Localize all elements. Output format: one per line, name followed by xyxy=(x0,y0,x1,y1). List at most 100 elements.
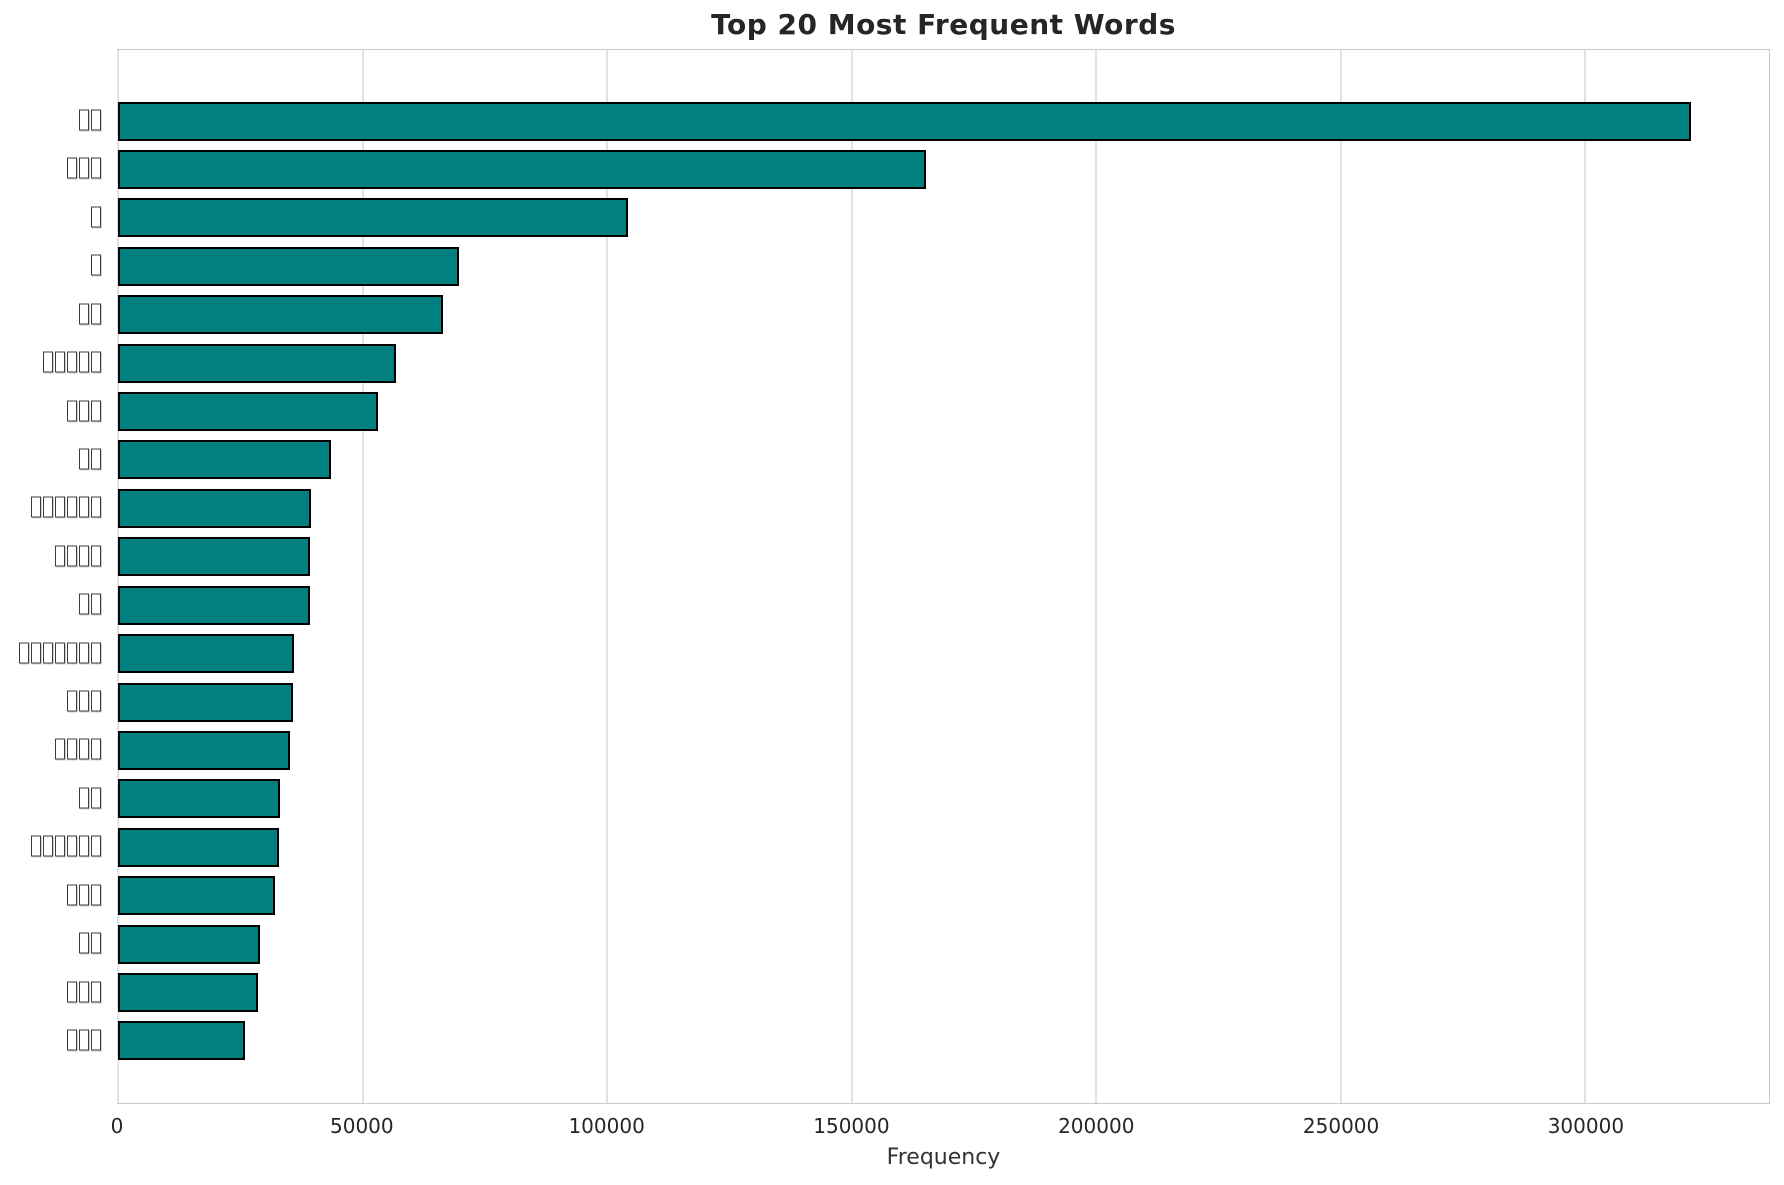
y-tick-label xyxy=(90,254,101,276)
missing-glyph-box-icon xyxy=(30,835,41,857)
gridline xyxy=(606,50,609,1103)
missing-glyph-box-icon xyxy=(90,981,101,1003)
missing-glyph-box-icon xyxy=(90,109,101,131)
missing-glyph-box-icon xyxy=(66,400,77,422)
missing-glyph-box-icon xyxy=(90,787,101,809)
gridline xyxy=(361,50,364,1103)
missing-glyph-box-icon xyxy=(78,157,89,179)
missing-glyph-box-icon xyxy=(90,1029,101,1051)
missing-glyph-box-icon xyxy=(66,738,77,760)
missing-glyph-box-icon xyxy=(90,448,101,470)
y-tick-label xyxy=(90,206,101,228)
missing-glyph-box-icon xyxy=(54,351,65,373)
bar xyxy=(118,779,280,819)
missing-glyph-box-icon xyxy=(90,400,101,422)
missing-glyph-box-icon xyxy=(66,981,77,1003)
missing-glyph-box-icon xyxy=(54,496,65,518)
missing-glyph-box-icon xyxy=(90,690,101,712)
bar xyxy=(118,730,290,770)
missing-glyph-box-icon xyxy=(90,157,101,179)
y-tick-label xyxy=(30,835,101,857)
missing-glyph-box-icon xyxy=(90,496,101,518)
y-tick-label xyxy=(78,448,101,470)
missing-glyph-box-icon xyxy=(66,1029,77,1051)
bar xyxy=(118,246,460,286)
missing-glyph-box-icon xyxy=(78,448,89,470)
missing-glyph-box-icon xyxy=(78,109,89,131)
missing-glyph-box-icon xyxy=(78,884,89,906)
missing-glyph-box-icon xyxy=(54,738,65,760)
x-tick-label: 0 xyxy=(110,1114,124,1138)
bar xyxy=(118,682,293,722)
y-tick-label xyxy=(42,351,101,373)
y-tick-label xyxy=(30,496,101,518)
missing-glyph-box-icon xyxy=(42,642,53,664)
bar xyxy=(118,198,628,238)
gridline xyxy=(1095,50,1098,1103)
missing-glyph-box-icon xyxy=(78,690,89,712)
x-tick-label: 200000 xyxy=(1058,1114,1135,1138)
missing-glyph-box-icon xyxy=(66,157,77,179)
missing-glyph-box-icon xyxy=(30,496,41,518)
bar xyxy=(118,149,926,189)
missing-glyph-box-icon xyxy=(78,351,89,373)
missing-glyph-box-icon xyxy=(54,545,65,567)
missing-glyph-box-icon xyxy=(78,835,89,857)
y-tick-label xyxy=(66,1029,101,1051)
y-tick-label xyxy=(18,642,101,664)
gridline xyxy=(1339,50,1342,1103)
missing-glyph-box-icon xyxy=(90,254,101,276)
chart-title: Top 20 Most Frequent Words xyxy=(711,8,1176,41)
missing-glyph-box-icon xyxy=(90,206,101,228)
x-tick-label: 250000 xyxy=(1302,1114,1380,1138)
bar xyxy=(118,585,310,625)
missing-glyph-box-icon xyxy=(54,835,65,857)
bar xyxy=(118,876,275,916)
missing-glyph-box-icon xyxy=(42,496,53,518)
missing-glyph-box-icon xyxy=(78,981,89,1003)
y-tick-label xyxy=(78,109,101,131)
missing-glyph-box-icon xyxy=(42,835,53,857)
bar xyxy=(118,973,258,1013)
x-axis-title: Frequency xyxy=(886,1145,1001,1170)
missing-glyph-box-icon xyxy=(90,593,101,615)
missing-glyph-box-icon xyxy=(66,545,77,567)
y-tick-label xyxy=(66,157,101,179)
missing-glyph-box-icon xyxy=(66,351,77,373)
y-tick-label xyxy=(78,593,101,615)
missing-glyph-box-icon xyxy=(78,738,89,760)
missing-glyph-box-icon xyxy=(90,303,101,325)
y-tick-label xyxy=(66,884,101,906)
missing-glyph-box-icon xyxy=(30,642,41,664)
bar xyxy=(118,392,378,432)
missing-glyph-box-icon xyxy=(90,884,101,906)
y-tick-label xyxy=(78,787,101,809)
bar xyxy=(118,634,294,674)
bar xyxy=(118,924,260,964)
y-tick-label xyxy=(54,545,101,567)
missing-glyph-box-icon xyxy=(78,593,89,615)
y-tick-label xyxy=(66,690,101,712)
missing-glyph-box-icon xyxy=(54,642,65,664)
missing-glyph-box-icon xyxy=(78,496,89,518)
gridline xyxy=(850,50,853,1103)
missing-glyph-box-icon xyxy=(42,351,53,373)
y-axis xyxy=(0,49,101,1104)
missing-glyph-box-icon xyxy=(78,787,89,809)
y-tick-label xyxy=(66,981,101,1003)
x-tick-label: 150000 xyxy=(813,1114,890,1138)
missing-glyph-box-icon xyxy=(78,642,89,664)
missing-glyph-box-icon xyxy=(78,545,89,567)
missing-glyph-box-icon xyxy=(90,351,101,373)
bar xyxy=(118,488,312,528)
x-tick-label: 100000 xyxy=(568,1114,645,1138)
plot-area xyxy=(117,49,1770,1104)
bar xyxy=(118,1021,246,1061)
bar xyxy=(118,440,331,480)
x-tick-label: 300000 xyxy=(1547,1114,1625,1138)
bar xyxy=(118,343,396,383)
missing-glyph-box-icon xyxy=(90,738,101,760)
bar xyxy=(118,537,311,577)
